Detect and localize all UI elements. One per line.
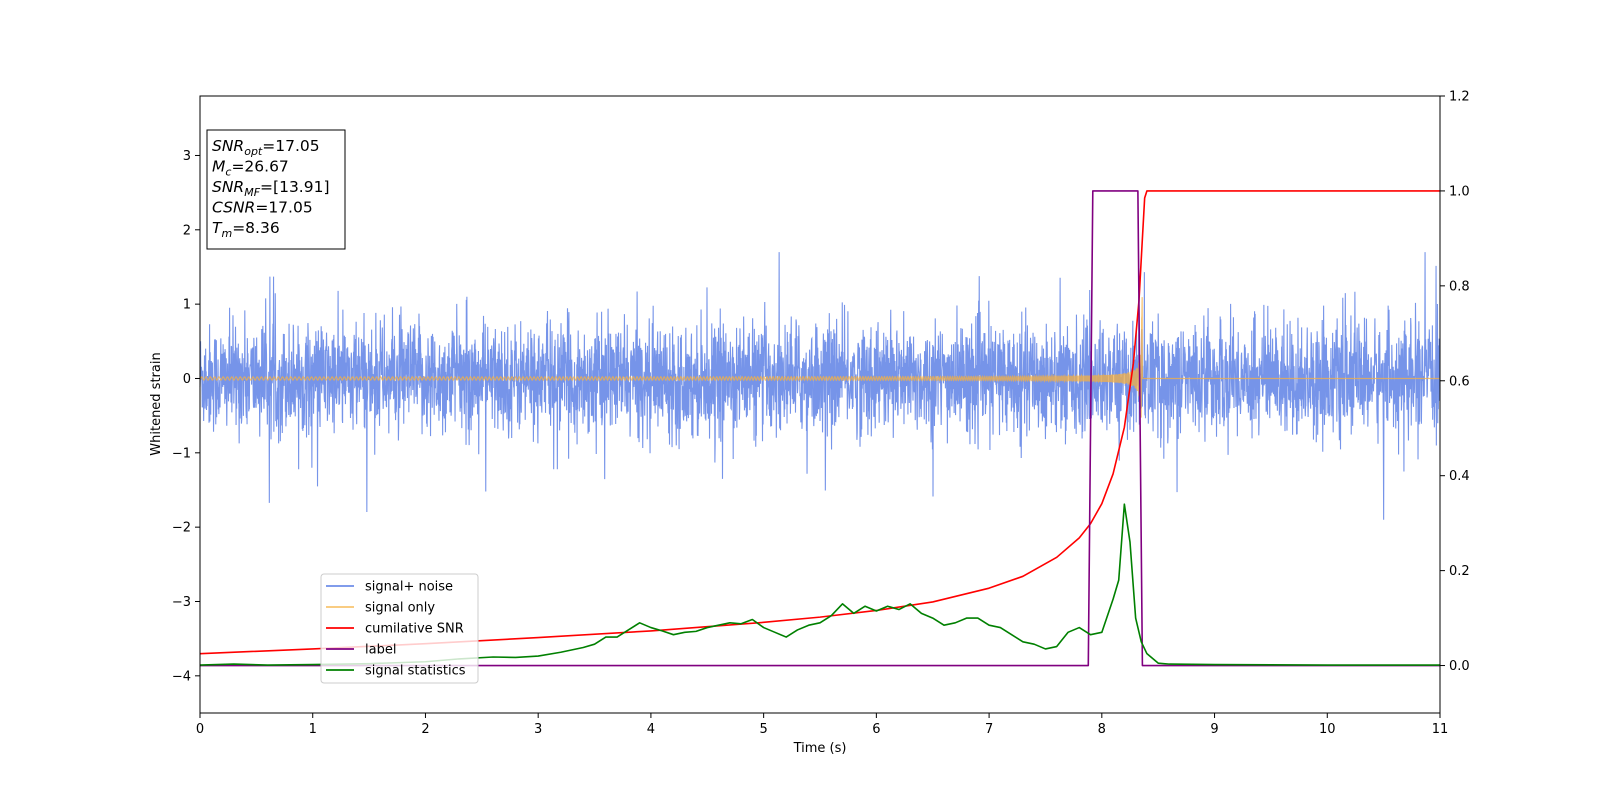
x-tick-label: 10 [1319,722,1336,737]
legend-entry: label [365,643,396,658]
series-line-0 [199,252,1441,520]
annotation-frame [206,129,346,250]
y2-tick-label: 0.8 [1449,279,1470,294]
legend-entry: signal statistics [365,664,466,679]
annotation-line: Mc=26.67 [212,158,289,179]
axes-layer: 0 1 2 3 4 5 6 7 8 9 10 11 −4 −3 −2 −1 0 1 2 3 0.0 0.2 0.4 0.6 0.… [172,90,1470,738]
annotation-line: CSNR=17.05 [212,199,313,217]
legend-entry: cumilative SNR [365,622,464,637]
annotation-line: Tm=8.36 [212,219,280,240]
y-tick-label: 0 [183,372,191,387]
legend-entry: signal+ noise [365,580,453,595]
series-line-3 [200,190,1440,667]
x-tick-label: 7 [985,722,993,737]
plot-frame [199,95,1441,714]
y2-tick-label: 1.2 [1449,90,1470,105]
y-tick-label: −4 [172,669,191,684]
y2-tick-label: 0.2 [1449,564,1470,579]
x-tick-label: 11 [1432,722,1449,737]
x-tick-label: 9 [1210,722,1218,737]
legend-frame [320,573,479,684]
y-tick-label: −3 [172,595,191,610]
y-tick-label: −2 [172,521,191,536]
annotation-box: SNRopt=17.05Mc=26.67SNRMF=[13.91]CSNR=17… [206,129,346,250]
y2-tick-label: 0.6 [1449,374,1470,389]
y2-tick-label: 0.4 [1449,469,1470,484]
annotation-line: SNRopt=17.05 [212,137,320,158]
y-tick-label: 3 [183,149,191,164]
plot-layer [199,190,1441,667]
y-axis-label: Whitened strain [149,352,164,455]
y2-tick-label: 0.0 [1449,659,1470,674]
x-tick-label: 5 [759,722,767,737]
x-tick-label: 8 [1098,722,1106,737]
y-tick-label: 2 [183,223,191,238]
x-tick-label: 6 [872,722,880,737]
x-axis-label: Time (s) [793,741,847,756]
x-tick-label: 1 [309,722,317,737]
x-tick-label: 4 [647,722,655,737]
x-tick-label: 0 [196,722,204,737]
series-line-1 [199,297,1440,418]
legend: signal+ noise signal only cumilative SNR la… [320,573,479,684]
series-line-4 [199,503,1440,666]
legend-entry: signal only [365,601,435,616]
x-tick-label: 3 [534,722,542,737]
y-tick-label: 1 [183,298,191,313]
y-tick-label: −1 [172,446,191,461]
y2-tick-label: 1.0 [1449,184,1470,199]
annotation-line: SNRMF=[13.91] [212,178,330,199]
series-line-2 [199,190,1440,655]
x-tick-label: 2 [421,722,429,737]
